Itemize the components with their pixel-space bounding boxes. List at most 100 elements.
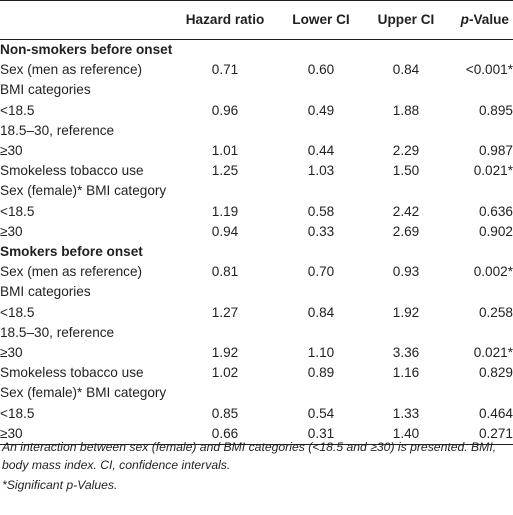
- table-row: ≥30 0.66 0.31 1.40 0.271: [0, 424, 513, 445]
- lower-ci-cell: [279, 181, 363, 201]
- row-label: <18.5: [0, 304, 35, 320]
- p-value-cell: [449, 282, 513, 302]
- table-row: BMI categories: [0, 80, 513, 100]
- row-label: Sex (female)* BMI category: [0, 385, 167, 401]
- upper-ci-cell: 2.29: [392, 143, 420, 159]
- p-value-cell: 0.636: [478, 203, 513, 219]
- table-row: <18.5 1.27 0.84 1.92 0.258: [0, 303, 513, 323]
- upper-ci-cell: 1.16: [392, 365, 420, 381]
- hazard-ratio-cell: 1.25: [211, 163, 239, 179]
- p-value-cell: 0.895: [478, 102, 513, 118]
- table-row: BMI categories: [0, 282, 513, 302]
- upper-ci-cell: 1.40: [392, 425, 420, 441]
- section-heading-row: Smokers before onset: [0, 242, 513, 262]
- upper-ci-cell: 0.84: [392, 62, 420, 78]
- table-row: Sex (men as reference) 0.81 0.70 0.93 0.002*: [0, 262, 513, 282]
- table-row: 18.5–30, reference: [0, 121, 513, 141]
- p-value-cell: [449, 181, 513, 201]
- row-label: ≥30: [0, 223, 23, 239]
- upper-ci-cell: 1.50: [392, 163, 420, 179]
- p-value-cell: 0.258: [478, 304, 513, 320]
- row-label: Smokeless tobacco use: [0, 365, 144, 381]
- lower-ci-cell: [279, 282, 363, 302]
- table-row: Smokeless tobacco use 1.02 0.89 1.16 0.829: [0, 363, 513, 383]
- p-value-cell: 0.021*: [473, 163, 513, 179]
- hazard-ratio-cell: [171, 181, 279, 201]
- lower-ci-cell: [279, 80, 363, 100]
- table-row: Smokeless tobacco use 1.25 1.03 1.50 0.021*: [0, 161, 513, 181]
- header-p-rest: -Value: [468, 12, 509, 27]
- p-value-cell: 0.021*: [473, 345, 513, 361]
- p-value-cell: [449, 323, 513, 343]
- header-p-value: p-Value: [449, 1, 513, 40]
- hazard-ratio-cell: [171, 121, 279, 141]
- p-value-cell: [449, 383, 513, 403]
- header-variable: [0, 1, 171, 40]
- hazard-ratio-cell: 0.81: [211, 264, 239, 280]
- p-value-cell: 0.902: [478, 223, 513, 239]
- upper-ci-cell: 2.69: [392, 223, 420, 239]
- row-label: <18.5: [0, 102, 35, 118]
- hazard-ratio-cell: [171, 383, 279, 403]
- row-label: 18.5–30, reference: [0, 122, 115, 138]
- row-label: <18.5: [0, 405, 35, 421]
- header-lower-ci: Lower CI: [292, 12, 350, 27]
- p-value-cell: 0.271: [478, 425, 513, 441]
- hazard-ratio-cell: 0.66: [211, 425, 239, 441]
- table-row: <18.5 0.96 0.49 1.88 0.895: [0, 101, 513, 121]
- lower-ci-cell: 0.54: [307, 405, 335, 421]
- hazard-ratio-cell: 0.94: [211, 223, 239, 239]
- lower-ci-cell: 1.03: [307, 163, 335, 179]
- upper-ci-cell: [363, 383, 449, 403]
- row-label: ≥30: [0, 345, 23, 361]
- table-row: ≥30 1.01 0.44 2.29 0.987: [0, 141, 513, 161]
- hazard-ratio-cell: [171, 282, 279, 302]
- hazard-ratio-cell: 0.96: [211, 102, 239, 118]
- lower-ci-cell: 0.60: [307, 62, 335, 78]
- lower-ci-cell: 0.31: [307, 425, 335, 441]
- upper-ci-cell: [363, 181, 449, 201]
- header-hazard-ratio: Hazard ratio: [185, 12, 265, 27]
- table-header: Hazard ratio Lower CI Upper CI p-Value: [0, 0, 513, 40]
- section-heading: Smokers before onset: [0, 244, 143, 260]
- table-row: <18.5 1.19 0.58 2.42 0.636: [0, 202, 513, 222]
- row-label: Smokeless tobacco use: [0, 163, 144, 179]
- footnote-abbreviations: An interaction between sex (female) and …: [2, 440, 497, 472]
- hazard-ratio-table: Hazard ratio Lower CI Upper CI p-Value N…: [0, 0, 513, 445]
- hazard-ratio-cell: 1.01: [211, 143, 239, 159]
- row-label: Sex (men as reference): [0, 264, 143, 280]
- lower-ci-cell: 0.49: [307, 102, 335, 118]
- table-row: 18.5–30, reference: [0, 323, 513, 343]
- lower-ci-cell: 0.44: [307, 143, 335, 159]
- upper-ci-cell: [363, 282, 449, 302]
- lower-ci-cell: [279, 121, 363, 141]
- lower-ci-cell: [279, 323, 363, 343]
- p-value-cell: 0.002*: [473, 264, 513, 280]
- upper-ci-cell: [363, 80, 449, 100]
- p-value-cell: 0.987: [478, 143, 513, 159]
- upper-ci-cell: 0.93: [392, 264, 420, 280]
- lower-ci-cell: [279, 383, 363, 403]
- row-label: <18.5: [0, 203, 35, 219]
- hazard-ratio-cell: 1.92: [211, 345, 239, 361]
- footnote-significance: *Significant p-Values.: [2, 478, 118, 492]
- table-row: ≥30 0.94 0.33 2.69 0.902: [0, 222, 513, 242]
- upper-ci-cell: 2.42: [392, 203, 420, 219]
- table-row: Sex (female)* BMI category: [0, 383, 513, 403]
- lower-ci-cell: 1.10: [307, 345, 335, 361]
- header-row: Hazard ratio Lower CI Upper CI p-Value: [0, 0, 513, 40]
- row-label: 18.5–30, reference: [0, 324, 115, 340]
- p-value-cell: [449, 80, 513, 100]
- hazard-ratio-cell: 1.02: [211, 365, 239, 381]
- lower-ci-cell: 0.89: [307, 365, 335, 381]
- lower-ci-cell: 0.58: [307, 203, 335, 219]
- hazard-ratio-cell: [171, 323, 279, 343]
- upper-ci-cell: 1.88: [392, 102, 420, 118]
- lower-ci-cell: 0.33: [307, 223, 335, 239]
- table-row: ≥30 1.92 1.10 3.36 0.021*: [0, 343, 513, 363]
- upper-ci-cell: 1.92: [392, 304, 420, 320]
- p-value-cell: <0.001*: [465, 62, 513, 78]
- table-footnotes: An interaction between sex (female) and …: [2, 438, 511, 496]
- hazard-ratio-cell: 0.85: [211, 405, 239, 421]
